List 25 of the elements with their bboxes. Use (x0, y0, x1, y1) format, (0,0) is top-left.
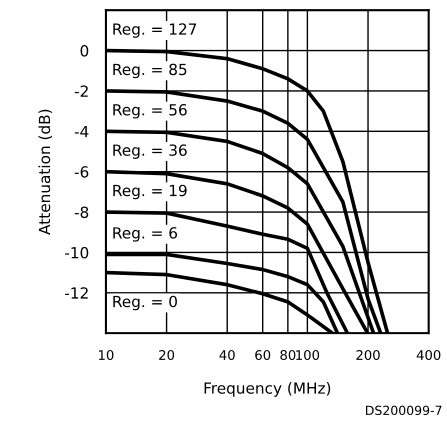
x-tick-label: 200 (356, 350, 380, 360)
series-label: Reg. = 19 (113, 184, 187, 200)
x-tick-label: 100 (296, 350, 320, 360)
x-tick-label: 10 (98, 350, 114, 360)
y-tick-label: -6 (74, 166, 88, 178)
y-tick-label: -2 (74, 85, 88, 97)
x-tick-label: 20 (159, 350, 174, 360)
y-tick-label: -4 (74, 126, 88, 138)
y-tick-label: -10 (65, 246, 88, 258)
x-tick-label: 80 (280, 350, 296, 360)
y-tick-label: 0 (80, 45, 88, 57)
series-label: Reg. = 0 (113, 296, 177, 310)
series-label: Reg. = 85 (113, 64, 186, 78)
x-tick-label: 400 (416, 350, 440, 360)
x-tick-label: 60 (255, 350, 270, 360)
series-label: Reg. = 6 (113, 227, 178, 242)
y-tick-label: -12 (65, 287, 88, 299)
x-tick-label: 40 (219, 350, 235, 360)
text: DS200099-7 (366, 406, 442, 416)
x-axis-title: Frequency (MHz) (204, 382, 330, 397)
series-label: Reg. = 36 (113, 144, 187, 159)
y-tick-label: -8 (74, 206, 88, 218)
y-axis-title: Attenuation (dB) (38, 110, 52, 235)
series-label: Reg. = 127 (113, 23, 196, 38)
series-label: Reg. = 56 (113, 104, 187, 119)
